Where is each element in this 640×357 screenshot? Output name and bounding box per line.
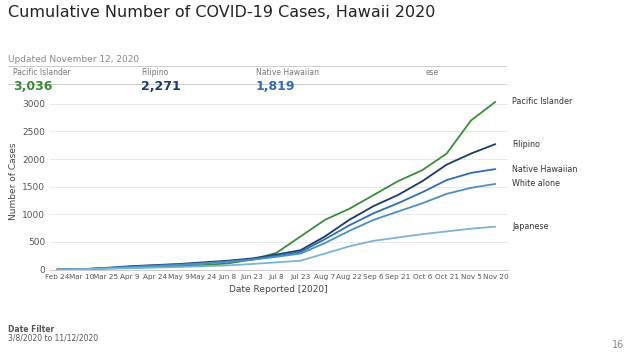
Text: Native Hawaiian: Native Hawaiian [256, 68, 319, 77]
Y-axis label: Number of Cases: Number of Cases [9, 142, 18, 220]
Text: 3/8/2020 to 11/12/2020: 3/8/2020 to 11/12/2020 [8, 334, 99, 343]
Text: Updated November 12, 2020: Updated November 12, 2020 [8, 55, 140, 64]
Text: ese: ese [426, 68, 439, 77]
Text: Native Hawaiian: Native Hawaiian [513, 165, 578, 174]
Text: Filipino: Filipino [141, 68, 168, 77]
Text: Date Filter: Date Filter [8, 325, 54, 334]
Text: Pacific Islander: Pacific Islander [513, 97, 573, 106]
Text: 16: 16 [612, 340, 624, 350]
Text: 1,819: 1,819 [256, 80, 296, 93]
Text: Japanese: Japanese [513, 222, 549, 231]
Text: 2,271: 2,271 [141, 80, 180, 93]
Text: 3,036: 3,036 [13, 80, 52, 93]
Text: Cumulative Number of COVID-19 Cases, Hawaii 2020: Cumulative Number of COVID-19 Cases, Haw… [8, 5, 436, 20]
Text: Select an area to comment on: Select an area to comment on [358, 67, 516, 77]
Text: Filipino: Filipino [513, 140, 540, 149]
X-axis label: Date Reported [2020]: Date Reported [2020] [229, 285, 328, 293]
Text: Pacific Islander: Pacific Islander [13, 68, 70, 77]
Text: White alone: White alone [513, 180, 561, 188]
